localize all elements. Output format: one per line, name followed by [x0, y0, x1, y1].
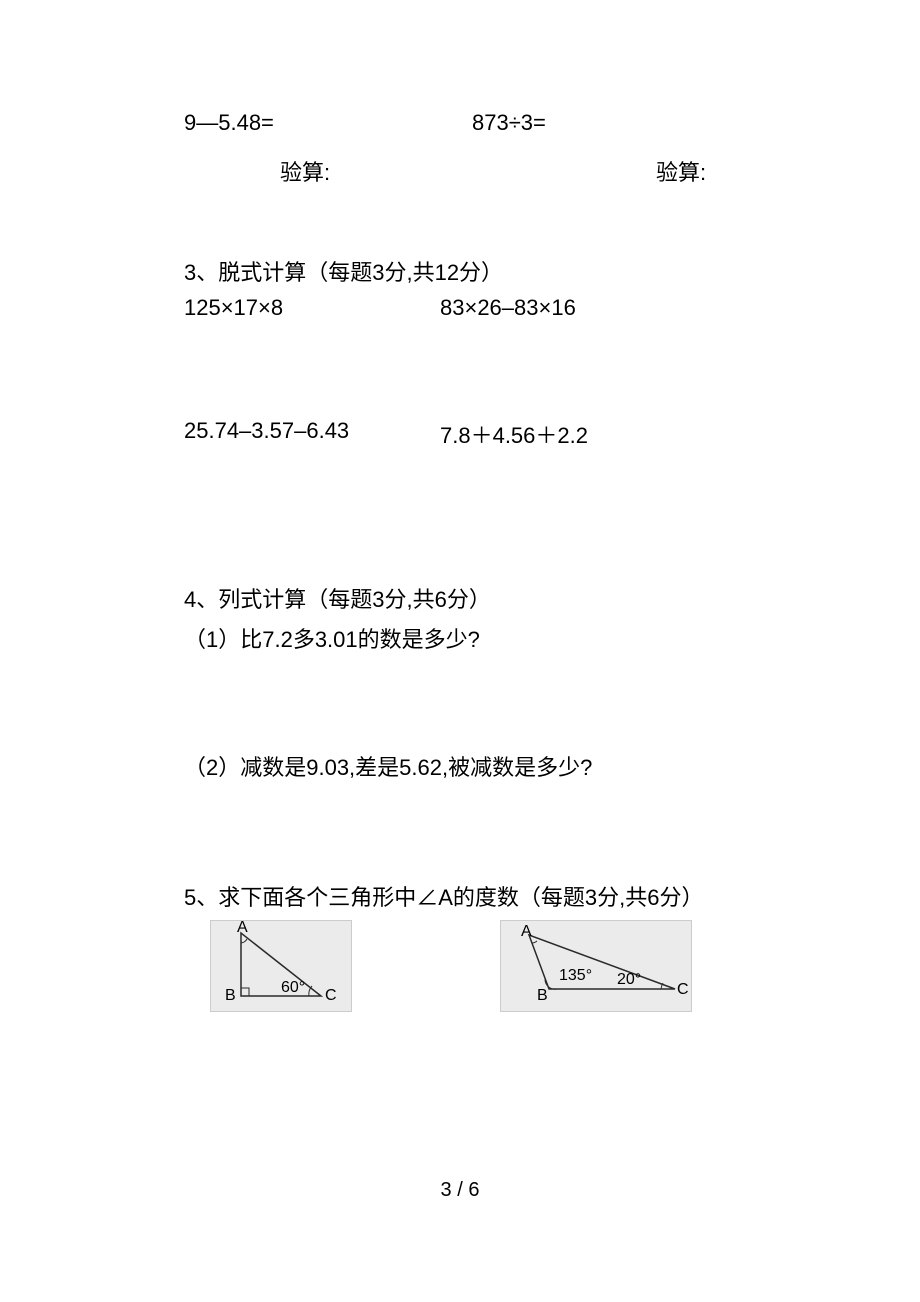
tri2-angle-b: 135° [559, 967, 592, 985]
q4-sub2: （2）减数是9.03,差是5.62,被减数是多少? [184, 750, 592, 782]
q3-expr3: 25.74–3.57–6.43 [184, 418, 349, 444]
check-label-left: 验算: [280, 155, 330, 187]
q3-expr4: 7.8＋4.56＋2.2 [440, 418, 588, 450]
q3-expr1: 125×17×8 [184, 295, 283, 321]
check-label-right: 验算: [656, 155, 706, 187]
q3-expr2: 83×26–83×16 [440, 295, 576, 321]
q4-title: 4、列式计算（每题3分,共6分） [184, 582, 491, 614]
expr-9-minus-5.48: 9—5.48= [184, 110, 274, 136]
page-number: 3 / 6 [0, 1179, 920, 1202]
q4-sub1: （1）比7.2多3.01的数是多少? [184, 622, 480, 654]
q5-title: 5、求下面各个三角形中∠A的度数（每题3分,共6分） [184, 880, 704, 912]
triangle-2-figure: A B C 135° 20° [500, 920, 692, 1012]
tri2-label-C: C [677, 981, 689, 999]
tri2-label-B: B [537, 987, 548, 1005]
tri2-label-A: A [521, 923, 532, 941]
tri1-label-A: A [237, 919, 248, 937]
expr-873-div-3: 873÷3= [472, 110, 546, 136]
page: 9—5.48= 873÷3= 验算: 验算: 3、脱式计算（每题3分,共12分）… [0, 0, 920, 1302]
tri1-label-B: B [225, 987, 236, 1005]
tri2-angle-c: 20° [617, 971, 641, 989]
triangle-1-figure: A B C 60° [210, 920, 352, 1012]
tri1-angle-c: 60° [281, 979, 305, 997]
tri1-label-C: C [325, 987, 337, 1005]
q3-title: 3、脱式计算（每题3分,共12分） [184, 255, 503, 287]
